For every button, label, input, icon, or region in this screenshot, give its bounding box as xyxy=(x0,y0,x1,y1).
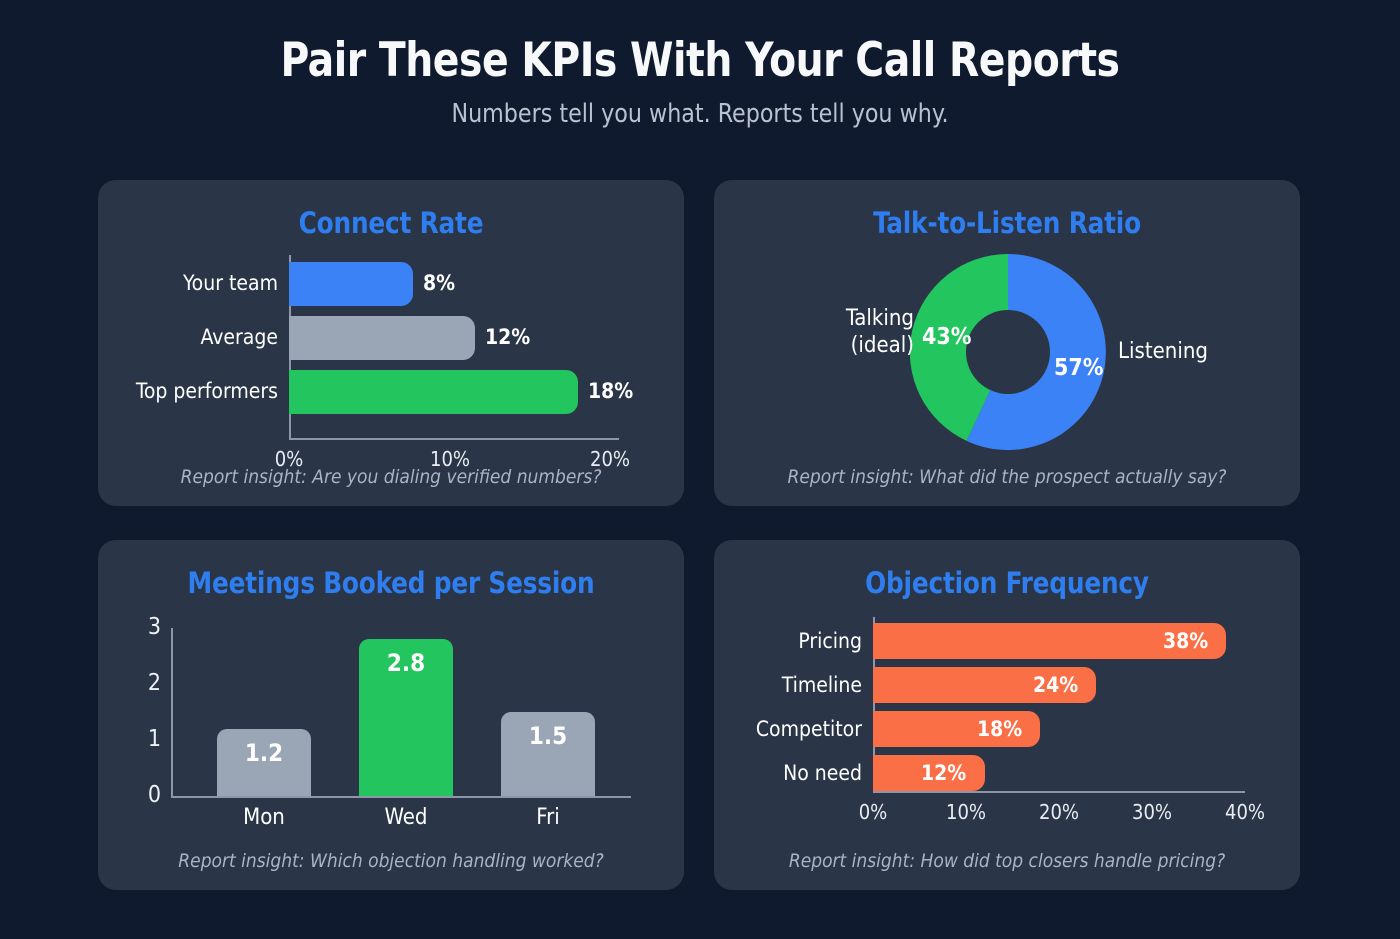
x-tick-2: 20% xyxy=(1039,800,1079,824)
bar-fill-mon xyxy=(217,729,311,796)
bar-row-pricing: Pricing 38% xyxy=(798,623,1245,659)
insight-talk-to-listen: Report insight: What did the prospect ac… xyxy=(787,466,1227,488)
bar-category-wed: Wed xyxy=(384,805,428,830)
bar-row-average: Average 12% xyxy=(201,316,619,360)
donut-svg xyxy=(909,253,1106,450)
bar-fill-fri xyxy=(501,712,595,796)
x-tick-0: 0% xyxy=(274,447,304,471)
chart-talk-to-listen xyxy=(909,253,1106,450)
bar-value-no-need: 12% xyxy=(921,761,967,785)
bar-value-your-team: 8% xyxy=(423,271,456,295)
y-tick-3: 3 xyxy=(147,614,161,640)
insight-objection-frequency: Report insight: How did top closers hand… xyxy=(788,850,1226,872)
bar-label-no-need: No need xyxy=(783,761,862,785)
x-tick-2: 20% xyxy=(590,447,630,471)
x-tick-1: 10% xyxy=(946,800,986,824)
donut-value-talking: 43% xyxy=(922,324,972,350)
bar-fill-average xyxy=(289,316,475,360)
card-title-meetings-booked: Meetings Booked per Session xyxy=(187,566,595,600)
x-tick-1: 10% xyxy=(430,447,470,471)
chart-connect-rate: Your team 8% Average 12% Top performers … xyxy=(136,255,633,471)
bar-label-top-performers: Top performers xyxy=(135,379,278,403)
bar-label-timeline: Timeline xyxy=(781,673,862,697)
page-header: Pair These KPIs With Your Call Reports N… xyxy=(0,0,1400,130)
card-meetings-booked: Meetings Booked per Session 3 2 1 0 1.2 … xyxy=(98,540,684,890)
x-tick-4: 40% xyxy=(1225,800,1265,824)
bar-label-average: Average xyxy=(200,325,278,349)
bar-fill-no-need xyxy=(873,755,985,791)
insight-meetings-booked: Report insight: Which objection handling… xyxy=(178,850,604,872)
bar-fill-timeline xyxy=(873,667,1096,703)
donut-label-talking: Talking (ideal) xyxy=(845,306,914,358)
y-axis-line xyxy=(171,628,173,797)
x-axis-line xyxy=(289,438,619,440)
card-objection-frequency: Objection Frequency Pricing 38% Timeline… xyxy=(714,540,1300,890)
page-title: Pair These KPIs With Your Call Reports xyxy=(280,33,1120,88)
card-title-talk-to-listen: Talk-to-Listen Ratio xyxy=(873,206,1141,240)
kpi-card-grid: Connect Rate Your team 8% Average 12% To… xyxy=(98,180,1304,890)
bar-value-mon: 1.2 xyxy=(244,739,284,767)
bar-category-fri: Fri xyxy=(536,805,560,830)
donut-hole xyxy=(966,310,1050,394)
bar-value-timeline: 24% xyxy=(1033,673,1079,697)
bar-label-pricing: Pricing xyxy=(798,629,862,653)
bar-label-competitor: Competitor xyxy=(755,717,862,741)
x-axis-line xyxy=(873,791,1245,793)
bar-category-mon: Mon xyxy=(243,805,285,830)
bar-fill-pricing xyxy=(873,623,1226,659)
donut-value-listening: 57% xyxy=(1054,355,1104,381)
bar-fill-wed xyxy=(359,639,453,796)
y-tick-1: 1 xyxy=(147,726,161,752)
x-tick-0: 0% xyxy=(858,800,888,824)
bar-row-top-performers: Top performers 18% xyxy=(136,370,633,414)
x-axis-line xyxy=(171,796,631,798)
bar-value-average: 12% xyxy=(485,325,531,349)
chart-meetings-booked: 3 2 1 0 1.2 Mon 2.8 Wed 1.5 Fri xyxy=(148,614,631,830)
bar-fill-competitor xyxy=(873,711,1040,747)
bar-value-fri: 1.5 xyxy=(528,722,568,750)
x-tick-3: 30% xyxy=(1132,800,1172,824)
card-title-objection-frequency: Objection Frequency xyxy=(865,566,1149,600)
bar-value-competitor: 18% xyxy=(977,717,1023,741)
card-title-connect-rate: Connect Rate xyxy=(298,206,484,240)
insight-connect-rate: Report insight: Are you dialing verified… xyxy=(180,466,602,488)
bar-row-competitor: Competitor 18% xyxy=(756,711,1245,747)
card-connect-rate: Connect Rate Your team 8% Average 12% To… xyxy=(98,180,684,506)
bar-label-your-team: Your team xyxy=(182,271,278,295)
card-talk-to-listen: Talk-to-Listen Ratio Talking (ideal) 43%… xyxy=(714,180,1300,506)
chart-objection-frequency: Pricing 38% Timeline 24% Competitor 18% … xyxy=(756,617,1265,824)
bar-value-top-performers: 18% xyxy=(588,379,634,403)
y-tick-0: 0 xyxy=(147,782,161,808)
bar-fill-top-performers xyxy=(289,370,578,414)
bar-value-wed: 2.8 xyxy=(386,649,426,677)
bar-value-pricing: 38% xyxy=(1163,629,1209,653)
y-tick-2: 2 xyxy=(147,670,161,696)
bar-row-your-team: Your team 8% xyxy=(183,262,619,306)
page-subtitle: Numbers tell you what. Reports tell you … xyxy=(451,99,949,130)
bar-row-timeline: Timeline 24% xyxy=(782,667,1245,703)
donut-label-listening: Listening xyxy=(1118,339,1208,364)
donut-slice-talking xyxy=(909,253,1008,441)
bar-row-no-need: No need 12% xyxy=(783,755,1245,791)
y-axis-line xyxy=(873,617,875,791)
bar-fill-your-team xyxy=(289,262,413,306)
